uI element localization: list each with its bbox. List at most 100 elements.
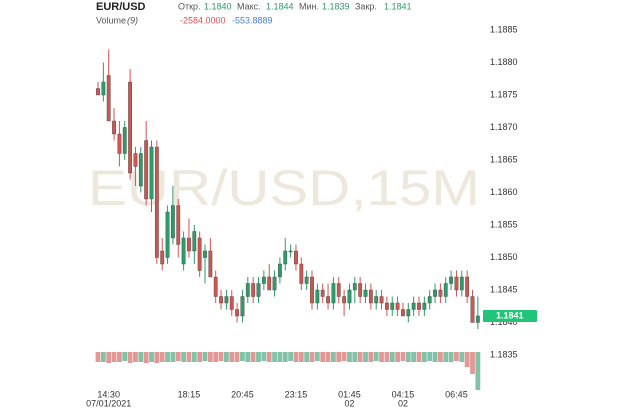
candle-body <box>181 237 186 265</box>
volume-bar <box>363 352 368 362</box>
candle-body <box>160 250 165 265</box>
candle-body <box>310 276 314 304</box>
volume-bar <box>464 352 470 367</box>
candle-body <box>368 289 373 304</box>
candle-body <box>294 250 298 265</box>
volume-bar <box>336 352 342 362</box>
candle-body <box>475 315 480 323</box>
volume-ma: -553.8889 <box>232 15 273 25</box>
x-tick-label: 23:15 <box>285 389 308 399</box>
candle-body <box>459 276 464 291</box>
volume-bar <box>389 352 395 362</box>
volume-bar <box>111 352 117 362</box>
candle-body <box>192 231 197 252</box>
volume-bar <box>138 352 144 362</box>
candle-body <box>197 237 202 271</box>
candle-body <box>267 276 272 291</box>
candle-body <box>336 283 341 297</box>
candle-body <box>454 276 459 291</box>
volume-bar <box>245 352 251 362</box>
candle-body <box>331 283 336 304</box>
candle-body <box>347 289 352 304</box>
candle-body <box>390 302 395 310</box>
candle-body <box>320 289 325 297</box>
candle-body <box>427 296 432 304</box>
candle-body <box>213 276 218 297</box>
x-tick-sublabel: 02 <box>398 398 408 408</box>
candle-body <box>122 127 127 154</box>
volume-bar <box>143 352 149 363</box>
volume-period: (9) <box>127 15 138 25</box>
volume-bar <box>288 352 293 361</box>
candle-body <box>406 309 411 317</box>
x-tick-label: 06:45 <box>445 389 468 399</box>
candle-body <box>417 302 421 310</box>
volume-bar <box>277 352 283 362</box>
x-tick-sublabel: 07/01/2021 <box>86 398 131 408</box>
volume-bar <box>256 352 261 362</box>
candle-body <box>438 289 443 297</box>
candle-body <box>358 283 363 297</box>
volume-bar <box>117 352 122 362</box>
volume-bar <box>320 352 326 362</box>
candle-body <box>165 211 170 258</box>
volume-bar <box>170 352 176 362</box>
candle-body <box>278 263 282 278</box>
x-tick-label: 04:15 <box>392 389 415 399</box>
volume-bar <box>347 352 352 362</box>
candle-body <box>256 283 261 297</box>
candle-body <box>154 146 159 258</box>
volume-bar <box>309 352 315 362</box>
volume-bar <box>149 352 154 362</box>
candle-body <box>449 276 453 284</box>
candle-body <box>176 205 181 245</box>
candle-body <box>470 296 475 323</box>
x-tick-label: 20:45 <box>231 389 254 399</box>
volume-bar <box>400 352 406 361</box>
candle-body <box>385 302 389 310</box>
candle-body <box>272 276 277 291</box>
candle-body <box>106 75 111 122</box>
volume-bar <box>213 352 219 362</box>
y-tick-label: 1.1835 <box>490 349 518 359</box>
volume-bar <box>175 352 181 361</box>
volume-bar <box>395 352 400 362</box>
x-tick-label: 18:15 <box>178 389 201 399</box>
volume-bar <box>373 352 379 361</box>
volume-bar <box>250 352 256 362</box>
candle-body <box>433 289 437 297</box>
y-tick-label: 1.1850 <box>490 252 518 262</box>
candle-body <box>219 296 223 304</box>
volume-bar <box>159 352 165 362</box>
candle-body <box>411 302 416 310</box>
volume-bar <box>448 352 454 362</box>
volume-bar <box>459 352 465 362</box>
volume-bar <box>207 352 213 362</box>
candle-body <box>326 296 330 304</box>
volume-bar <box>133 352 138 362</box>
y-tick-label: 1.1875 <box>490 89 518 99</box>
volume-bar <box>186 352 192 362</box>
candle-body <box>299 263 304 284</box>
candle-body <box>203 250 207 258</box>
last-price-box <box>483 310 537 322</box>
low-caption: Мин. <box>299 1 319 11</box>
volume-bar <box>341 352 347 361</box>
volume-bar <box>293 352 299 362</box>
symbol: EUR/USD <box>96 1 146 13</box>
candle-body <box>112 120 116 135</box>
candle-body <box>96 88 100 96</box>
low-value: 1.1839 <box>322 1 350 11</box>
open-value: 1.1840 <box>204 1 232 11</box>
volume-bar <box>100 352 106 362</box>
candle-body <box>283 250 288 265</box>
y-tick-label: 1.1885 <box>490 24 518 34</box>
y-tick-label: 1.1865 <box>490 154 518 164</box>
volume-bar <box>127 352 133 363</box>
volume-bar <box>197 352 203 362</box>
candle-body <box>128 81 132 174</box>
volume-bar <box>240 352 245 361</box>
x-tick-label: 14:30 <box>97 389 120 399</box>
x-tick-label: 01:45 <box>338 389 361 399</box>
